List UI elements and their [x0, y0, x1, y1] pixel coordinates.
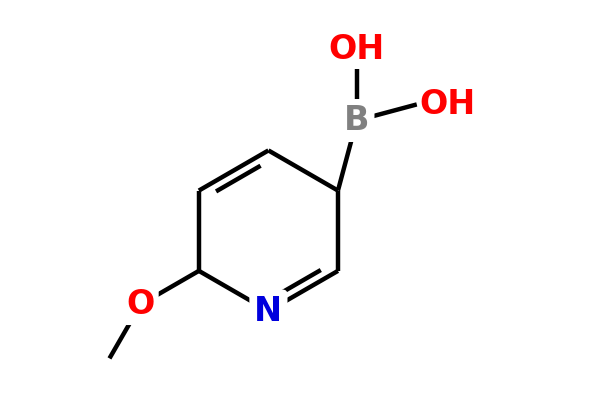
Text: OH: OH [419, 88, 476, 121]
Text: B: B [344, 104, 370, 137]
Text: OH: OH [329, 33, 385, 66]
Text: O: O [126, 288, 155, 321]
Text: N: N [255, 294, 283, 328]
